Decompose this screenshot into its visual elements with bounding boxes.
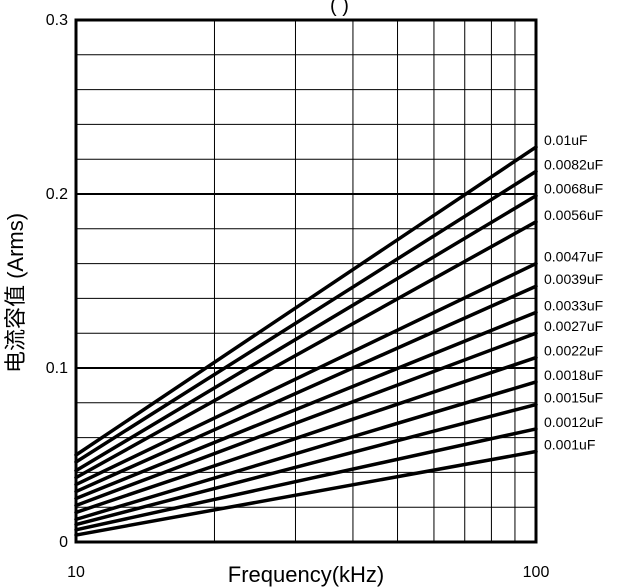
series-label: 0.0033uF	[544, 297, 603, 313]
series-label: 0.0047uF	[544, 249, 603, 265]
series-label: 0.0056uF	[544, 207, 603, 223]
series-label: 0.0082uF	[544, 156, 603, 172]
label-layer: 0.01uF 0.0082uF 0.0068uF 0.0056uF 0.0047uF 0.…	[544, 132, 603, 453]
plot-border	[74, 18, 538, 544]
x-tick-label: 10	[67, 564, 85, 581]
series-label: 0.0012uF	[544, 414, 603, 430]
series-line	[74, 402, 538, 527]
series-line	[74, 449, 538, 537]
series-label: 0.0027uF	[544, 318, 603, 334]
series-label: 0.0015uF	[544, 390, 603, 406]
y-tick-label: 0.1	[46, 360, 68, 377]
series-label: 0.0018uF	[544, 367, 603, 383]
series-line	[74, 310, 538, 501]
series-line	[74, 380, 538, 522]
series-label: 0.0039uF	[544, 271, 603, 287]
series-label: 0.0068uF	[544, 181, 603, 197]
y-tick-label: 0.3	[46, 12, 68, 29]
y-axis-title: 电流容值 (Arms)	[3, 213, 28, 373]
series-label: 0.001uF	[544, 437, 595, 453]
series-line	[74, 427, 538, 532]
series-line	[74, 355, 538, 515]
series-line	[74, 193, 538, 473]
series-line	[74, 145, 538, 457]
series-line	[74, 284, 538, 494]
x-axis-title: Frequency(kHz)	[228, 562, 384, 587]
series-label: 0.01uF	[544, 132, 588, 148]
top-partial-text: ( )	[330, 0, 349, 17]
y-tick-label: 0	[59, 534, 68, 551]
series-line	[74, 169, 538, 464]
x-tick-label: 100	[523, 564, 550, 581]
series-layer	[74, 145, 538, 537]
axis-layer: 0 0.1 0.2 0.3 10 100	[46, 12, 550, 581]
series-line	[74, 261, 538, 487]
series-label: 0.0022uF	[544, 343, 603, 359]
series-line	[74, 220, 538, 480]
series-line	[74, 331, 538, 508]
y-tick-label: 0.2	[46, 186, 68, 203]
